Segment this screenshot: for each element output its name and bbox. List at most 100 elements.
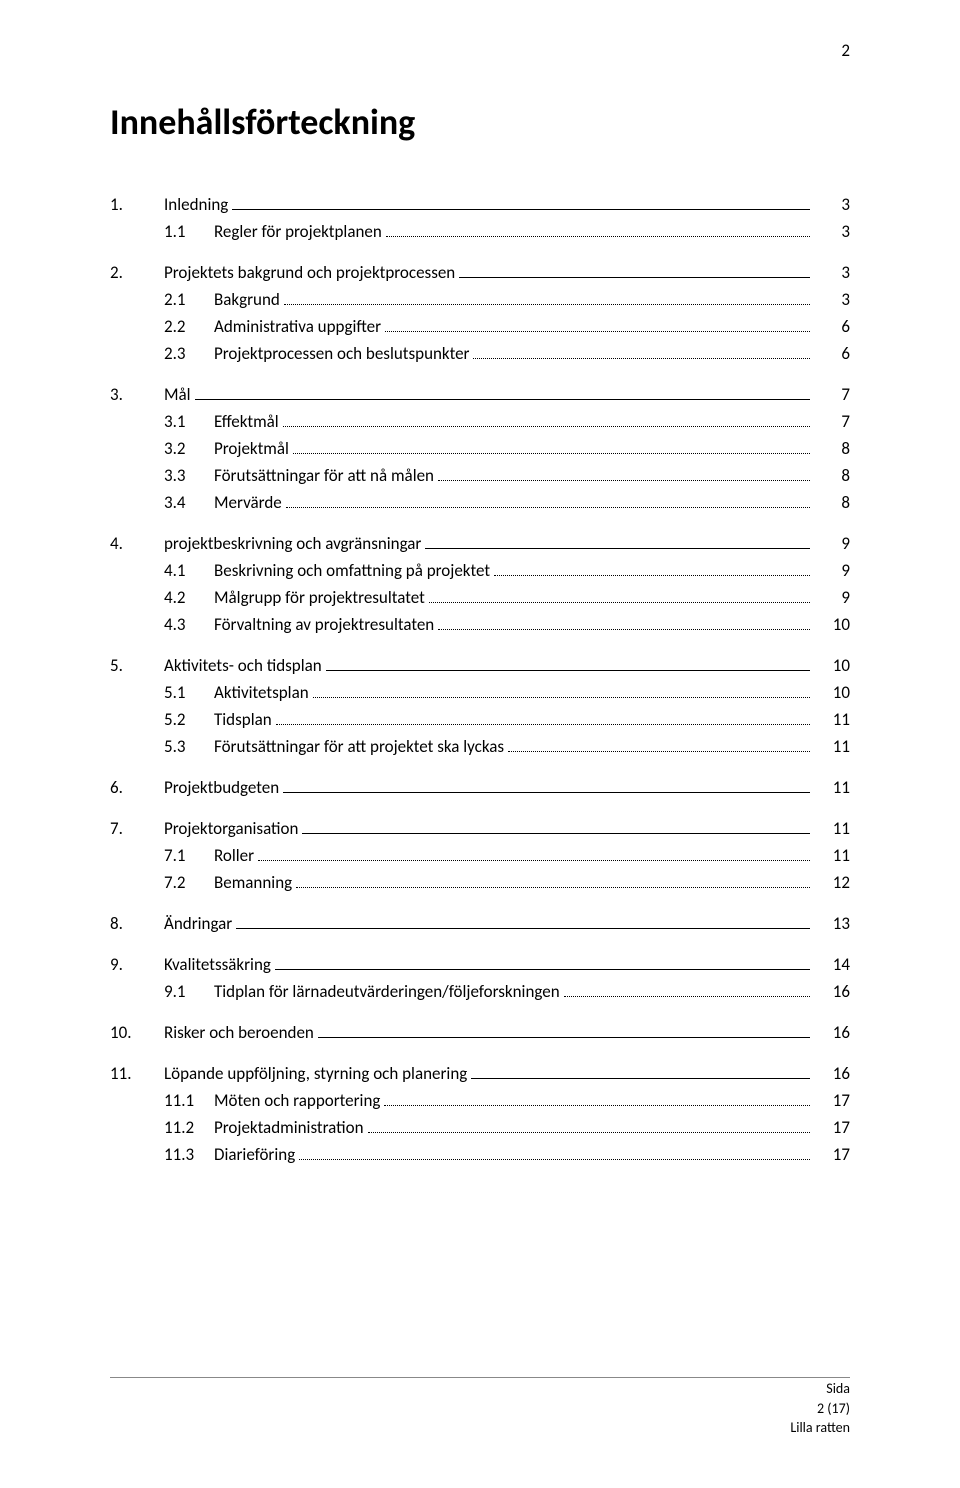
toc-entry: 5.2Tidsplan11 [110,709,850,730]
toc-page-number: 11 [814,845,850,866]
toc-entry: 8.Ändringar 13 [110,913,850,934]
toc-sub-number: 4.1 [164,560,214,581]
toc-sub-number: 7.2 [164,872,214,893]
toc-sub-label: Aktivitetsplan [214,682,309,703]
toc-entry: 3.4Mervärde8 [110,492,850,513]
toc-sub-label: Bemanning [214,872,292,893]
toc-entry: 9.1Tidplan för lärnadeutvärderingen/följ… [110,981,850,1002]
toc-page-number: 3 [814,221,850,242]
toc-sub-number: 3.4 [164,492,214,513]
toc-entry: 3.2Projektmål8 [110,438,850,459]
toc-page-number: 3 [814,289,850,310]
toc-section-number: 1. [110,194,164,215]
toc-sub-number: 11.2 [164,1117,214,1138]
toc-page-number: 7 [814,384,850,405]
toc-page-number: 8 [814,465,850,486]
toc-leader-dots [386,236,810,237]
toc-sub-number: 2.2 [164,316,214,337]
footer-sida-label: Sida [790,1379,850,1399]
toc-leader-dots [564,996,810,997]
toc-entry: 6.Projektbudgeten11 [110,777,850,798]
toc-sub-number: 9.1 [164,981,214,1002]
toc-leader-dots [283,426,810,427]
toc-section-number: 2. [110,262,164,283]
toc-entry: 5.Aktivitets- och tidsplan10 [110,655,850,676]
toc-page-number: 6 [814,343,850,364]
toc-sub-label: Möten och rapportering [214,1090,380,1111]
toc-leader-underline [275,969,810,970]
toc-section-number: 5. [110,655,164,676]
toc-entry: 5.1Aktivitetsplan10 [110,682,850,703]
document-title: Innehållsförteckning [110,100,850,144]
toc-section-number: 3. [110,384,164,405]
toc-sub-number: 5.1 [164,682,214,703]
toc-section-label: Ändringar [164,913,232,934]
toc-page-number: 8 [814,438,850,459]
toc-section-number: 10. [110,1022,164,1043]
footer-doc-name: Lilla ratten [790,1418,850,1438]
toc-leader-dots [473,358,810,359]
toc-leader-underline [326,670,810,671]
toc-entry: 1.1Regler för projektplanen3 [110,221,850,242]
toc-leader-underline [236,928,810,929]
toc-page-number: 10 [814,655,850,676]
toc-entry: 2.1Bakgrund3 [110,289,850,310]
toc-sub-number: 5.2 [164,709,214,730]
toc-entry: 11.2Projektadministration 17 [110,1117,850,1138]
toc-page-number: 17 [814,1090,850,1111]
toc-sub-label: Roller [214,845,254,866]
toc-entry: 5.3Förutsättningar för att projektet ska… [110,736,850,757]
toc-section-number: 7. [110,818,164,839]
toc-sub-label: Förvaltning av projektresultaten [214,614,434,635]
toc-leader-dots [384,1105,810,1106]
toc-leader-underline [232,209,810,210]
toc-leader-dots [508,751,810,752]
toc-leader-underline [425,548,810,549]
toc-page-number: 16 [814,981,850,1002]
toc-entry: 11.Löpande uppföljning, styrning och pla… [110,1063,850,1084]
toc-sub-number: 2.3 [164,343,214,364]
toc-page-number: 11 [814,709,850,730]
toc-leader-dots [368,1132,810,1133]
toc-entry: 4.3Förvaltning av projektresultaten 10 [110,614,850,635]
toc-section-number: 11. [110,1063,164,1084]
toc-sub-label: Målgrupp för projektresultatet [214,587,425,608]
toc-page-number: 16 [814,1063,850,1084]
toc-section-label: Projektbudgeten [164,777,279,798]
toc-leader-dots [276,724,810,725]
toc-page-number: 3 [814,262,850,283]
table-of-contents: 1.Inledning31.1Regler för projektplanen3… [110,194,850,1165]
toc-leader-underline [195,399,810,400]
footer-page-info: 2 (17) [790,1399,850,1419]
toc-page-number: 9 [814,587,850,608]
toc-sub-number: 3.1 [164,411,214,432]
toc-entry: 3.Mål7 [110,384,850,405]
toc-page-number: 17 [814,1144,850,1165]
toc-page-number: 17 [814,1117,850,1138]
toc-section-number: 4. [110,533,164,554]
toc-section-number: 8. [110,913,164,934]
toc-sub-number: 5.3 [164,736,214,757]
toc-page-number: 13 [814,913,850,934]
toc-page-number: 10 [814,614,850,635]
toc-leader-dots [286,507,810,508]
toc-entry: 7.2Bemanning 12 [110,872,850,893]
toc-page-number: 14 [814,954,850,975]
toc-page-number: 9 [814,560,850,581]
toc-page-number: 12 [814,872,850,893]
toc-sub-number: 11.3 [164,1144,214,1165]
toc-page-number: 11 [814,777,850,798]
toc-entry: 1.Inledning3 [110,194,850,215]
toc-sub-number: 2.1 [164,289,214,310]
toc-page-number: 16 [814,1022,850,1043]
toc-sub-number: 4.3 [164,614,214,635]
toc-section-label: Inledning [164,194,228,215]
toc-leader-dots [299,1159,810,1160]
toc-leader-dots [494,575,810,576]
page-number-top: 2 [841,40,850,61]
toc-page-number: 11 [814,818,850,839]
toc-leader-dots [293,453,810,454]
toc-leader-dots [284,304,810,305]
toc-section-number: 9. [110,954,164,975]
toc-sub-label: Projektadministration [214,1117,364,1138]
